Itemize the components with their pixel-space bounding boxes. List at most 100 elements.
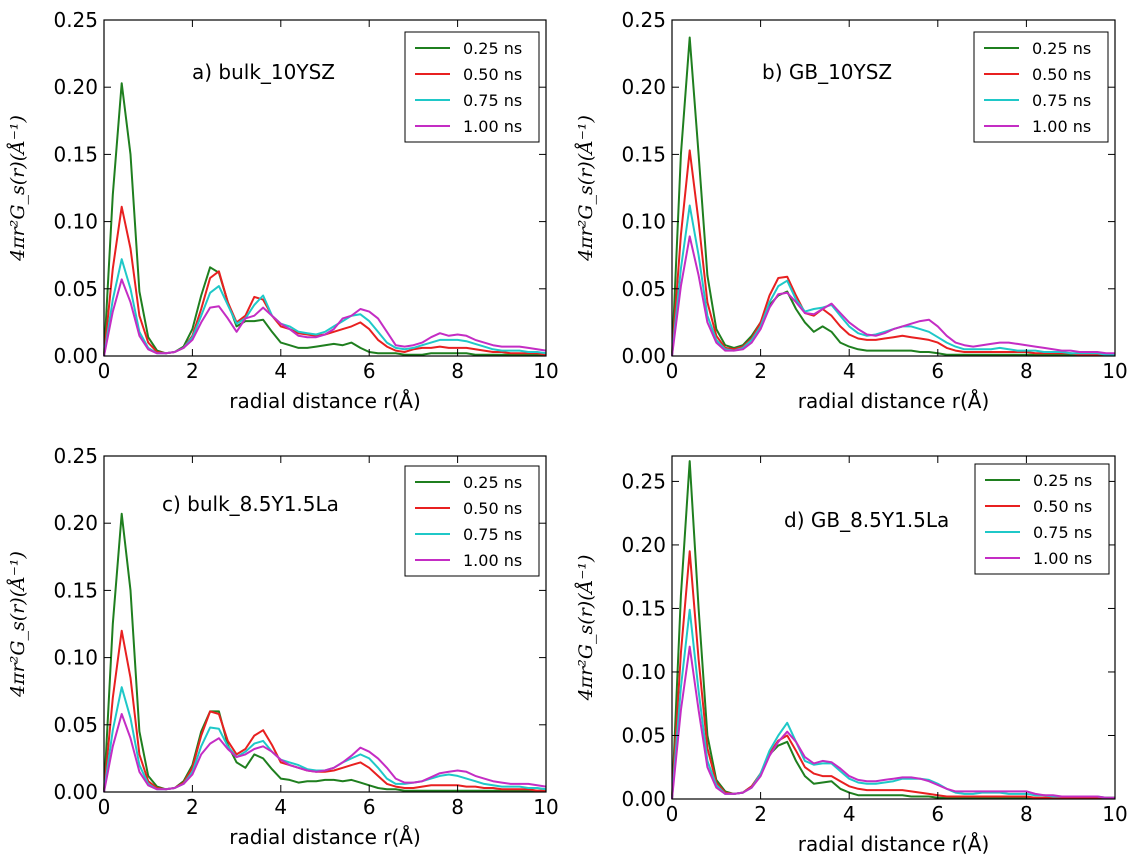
y-tick-label: 0.00	[621, 787, 666, 811]
x-tick-label: 4	[274, 359, 287, 383]
panel-title: b) GB_10YSZ	[762, 60, 892, 84]
x-tick-label: 6	[363, 795, 376, 819]
legend-label: 0.25 ns	[463, 39, 522, 58]
x-axis-label: radial distance r(Å)	[229, 825, 421, 849]
x-tick-label: 10	[1102, 359, 1127, 383]
x-tick-label: 6	[931, 359, 944, 383]
legend-label: 0.50 ns	[463, 65, 522, 84]
y-tick-label: 0.15	[621, 142, 666, 166]
legend-label: 0.25 ns	[1032, 39, 1091, 58]
y-tick-label: 0.15	[53, 578, 98, 602]
x-tick-label: 10	[533, 795, 558, 819]
plot-frame	[103, 19, 547, 357]
legend-box	[973, 31, 1109, 143]
series-line-0-75-ns	[671, 608, 1115, 800]
x-tick-label: 8	[451, 359, 464, 383]
legend-box	[404, 31, 540, 143]
y-axis-label: 4πr²G_s(r)(Å⁻¹)	[575, 555, 597, 702]
y-tick-label: 0.25	[621, 469, 666, 493]
legend-label: 1.00 ns	[463, 551, 522, 570]
y-tick-label: 0.25	[53, 444, 98, 468]
y-tick-label: 0.05	[53, 277, 98, 301]
x-tick-label: 10	[1102, 802, 1127, 826]
x-tick-label: 4	[843, 359, 856, 383]
y-tick-label: 0.20	[53, 75, 98, 99]
series-line-0-50-ns	[103, 629, 546, 793]
x-tick-label: 2	[186, 359, 199, 383]
y-tick-label: 0.20	[621, 75, 666, 99]
legend-label: 0.50 ns	[1032, 65, 1091, 84]
y-tick-label: 0.00	[53, 780, 98, 804]
y-tick-label: 0.05	[621, 277, 666, 301]
panel-title: a) bulk_10YSZ	[192, 60, 335, 84]
plot-frame	[671, 455, 1116, 800]
x-tick-label: 0	[98, 795, 111, 819]
x-tick-label: 6	[931, 802, 944, 826]
x-tick-label: 4	[843, 802, 856, 826]
y-tick-label: 0.15	[53, 142, 98, 166]
y-tick-label: 0.10	[621, 210, 666, 234]
series-line-0-50-ns	[671, 550, 1115, 800]
x-tick-label: 6	[363, 359, 376, 383]
y-tick-label: 0.25	[53, 8, 98, 32]
plot-frame	[103, 455, 547, 793]
y-tick-label: 0.10	[53, 210, 98, 234]
y-tick-label: 0.25	[621, 8, 666, 32]
legend: 0.25 ns 0.50 ns 0.75 ns 1.00 ns	[404, 465, 540, 577]
y-axis-label: 4πr²G_s(r)(Å⁻¹)	[575, 115, 597, 262]
legend-label: 1.00 ns	[463, 117, 522, 136]
legend: 0.25 ns 0.50 ns 0.75 ns 1.00 ns	[404, 31, 540, 143]
series-line-0-75-ns	[671, 204, 1115, 357]
series-line-1-00-ns	[103, 278, 547, 357]
series-line-1-00-ns	[671, 235, 1115, 357]
legend-label: 0.50 ns	[463, 499, 522, 518]
x-tick-label: 8	[1020, 359, 1033, 383]
x-tick-label: 2	[186, 795, 199, 819]
legend-label: 1.00 ns	[1032, 117, 1091, 136]
legend-label: 0.50 ns	[1033, 497, 1092, 516]
plot-frame	[671, 19, 1116, 357]
y-tick-label: 0.10	[53, 646, 98, 670]
y-axis-label: 4πr²G_s(r)(Å⁻¹)	[7, 115, 29, 262]
x-tick-label: 8	[451, 795, 464, 819]
legend-box	[974, 463, 1110, 575]
legend-label: 0.25 ns	[1033, 471, 1092, 490]
x-tick-label: 0	[666, 802, 679, 826]
x-tick-label: 2	[754, 802, 767, 826]
legend-label: 0.75 ns	[463, 525, 522, 544]
x-tick-label: 4	[274, 795, 287, 819]
legend: 0.25 ns 0.50 ns 0.75 ns 1.00 ns	[973, 31, 1109, 143]
y-tick-label: 0.15	[621, 596, 666, 620]
legend-label: 0.75 ns	[463, 91, 522, 110]
y-tick-label: 0.20	[53, 511, 98, 535]
y-tick-label: 0.10	[621, 660, 666, 684]
panel-title: d) GB_8.5Y1.5La	[784, 508, 949, 532]
series-line-1-00-ns	[671, 645, 1115, 800]
x-tick-label: 2	[754, 359, 767, 383]
y-axis-label: 4πr²G_s(r)(Å⁻¹)	[7, 551, 29, 698]
x-tick-label: 0	[98, 359, 111, 383]
x-tick-label: 8	[1020, 802, 1033, 826]
chart-panel-4: 0 2 4 6 8 10 0.00 0.05 0.10 0.15 0.20 0.25 radial di…	[575, 455, 1128, 856]
legend-label: 0.75 ns	[1033, 523, 1092, 542]
series-line-1-00-ns	[103, 713, 547, 793]
x-axis-label: radial distance r(Å)	[798, 832, 990, 856]
panel-title: c) bulk_8.5Y1.5La	[162, 492, 339, 516]
legend-label: 0.75 ns	[1032, 91, 1091, 110]
y-tick-label: 0.05	[53, 713, 98, 737]
legend-box	[404, 465, 540, 577]
y-tick-label: 0.00	[53, 344, 98, 368]
x-axis-label: radial distance r(Å)	[798, 389, 990, 413]
legend-label: 0.25 ns	[463, 473, 522, 492]
series-line-0-25-ns	[671, 36, 1115, 357]
chart-panel-2: 0 2 4 6 8 10 0.00 0.05 0.10 0.15 0.20 0.25 radial di…	[575, 8, 1128, 413]
y-tick-label: 0.20	[621, 533, 666, 557]
chart-panel-3: 0 2 4 6 8 10 0.00 0.05 0.10 0.15 0.20 0.25 radial di…	[7, 444, 559, 849]
legend: 0.25 ns 0.50 ns 0.75 ns 1.00 ns	[974, 463, 1110, 575]
chart-panel-1: 0 2 4 6 8 10 0.00 0.05 0.10 0.15 0.20 0.25 radial di…	[7, 8, 559, 413]
x-axis-label: radial distance r(Å)	[229, 389, 421, 413]
series-line-0-50-ns	[671, 149, 1115, 357]
x-tick-label: 10	[533, 359, 558, 383]
y-tick-label: 0.00	[621, 344, 666, 368]
